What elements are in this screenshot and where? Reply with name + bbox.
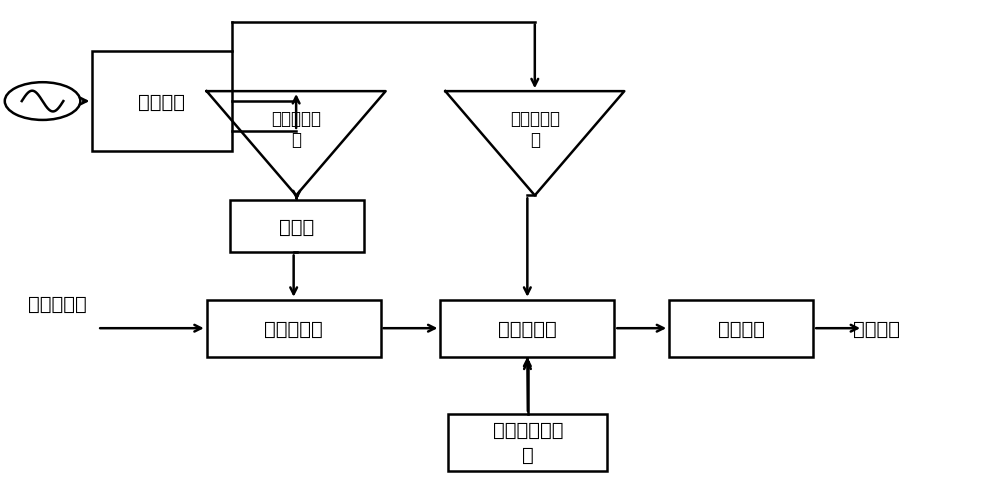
Text: 射频放大器
一: 射频放大器 一 xyxy=(271,110,321,149)
Bar xyxy=(448,414,607,471)
Bar xyxy=(230,201,364,253)
Text: 移相器: 移相器 xyxy=(279,217,314,236)
Bar xyxy=(207,300,381,357)
Bar xyxy=(92,52,232,151)
Text: 光梳输出: 光梳输出 xyxy=(853,319,900,338)
Text: 光滤波器: 光滤波器 xyxy=(718,319,765,338)
Text: 射频放大器
二: 射频放大器 二 xyxy=(510,110,560,149)
Bar xyxy=(669,300,813,357)
Text: 单色光输入: 单色光输入 xyxy=(28,295,86,314)
Text: 相位调制器: 相位调制器 xyxy=(264,319,323,338)
Text: 强度调制器: 强度调制器 xyxy=(498,319,557,338)
Text: 偶置控制电路
二: 偶置控制电路 二 xyxy=(493,420,563,464)
Text: 电耦合器: 电耦合器 xyxy=(138,92,185,111)
Bar xyxy=(440,300,614,357)
